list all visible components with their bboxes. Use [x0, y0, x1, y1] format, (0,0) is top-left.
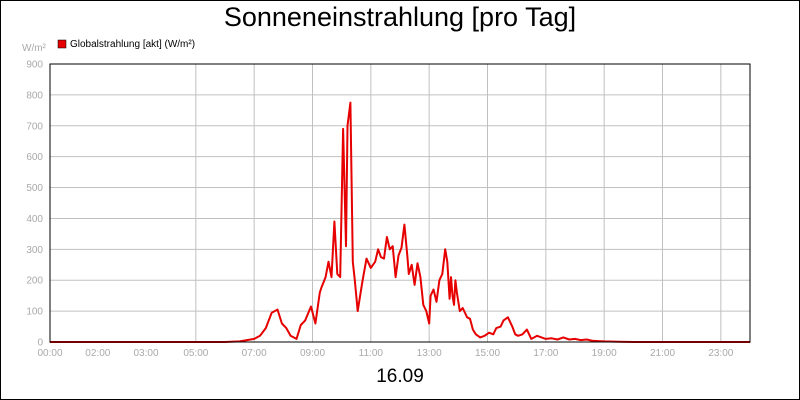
x-axis-label: 16.09	[376, 366, 424, 387]
y-tick-label: 400	[26, 214, 43, 225]
y-tick-label: 700	[26, 121, 43, 132]
chart-title: Sonneneinstrahlung [pro Tag]	[223, 2, 577, 32]
x-tick-label: 17:00	[533, 348, 558, 359]
x-tick-label: 09:00	[300, 348, 325, 359]
x-tick-label: 03:00	[134, 348, 159, 359]
x-tick-label: 23:00	[708, 348, 733, 359]
y-tick-label: 100	[26, 307, 43, 318]
y-tick-label: 200	[26, 276, 43, 287]
series-line-globalstrahlung	[50, 101, 750, 343]
y-tick-label: 600	[26, 152, 43, 163]
y-axis-unit: W/m²	[22, 43, 47, 54]
y-tick-label: 500	[26, 183, 43, 194]
x-tick-label: 21:00	[650, 348, 675, 359]
x-tick-label: 13:00	[417, 348, 442, 359]
y-tick-label: 0	[37, 338, 43, 349]
legend-label: Globalstrahlung [akt] (W/m²)	[70, 39, 195, 50]
plot-border	[49, 63, 751, 343]
x-tick-label: 00:00	[37, 348, 62, 359]
x-tick-label: 07:00	[242, 348, 267, 359]
x-tick-label: 15:00	[475, 348, 500, 359]
x-tick-label: 19:00	[592, 348, 617, 359]
y-tick-label: 800	[26, 90, 43, 101]
y-tick-label: 300	[26, 245, 43, 256]
x-tick-label: 05:00	[183, 348, 208, 359]
y-tick-label: 900	[26, 60, 43, 71]
x-tick-label: 02:00	[85, 348, 110, 359]
x-tick-label: 11:00	[359, 348, 384, 359]
legend-swatch	[57, 39, 67, 49]
